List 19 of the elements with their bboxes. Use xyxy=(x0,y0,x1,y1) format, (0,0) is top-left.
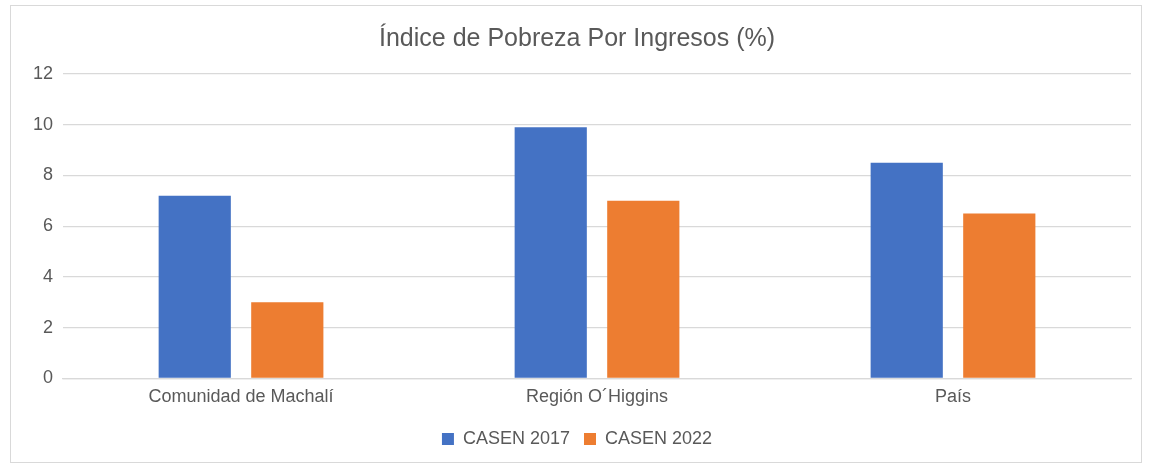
x-tick-label: País xyxy=(934,386,972,407)
x-tick-label: Región O´Higgins xyxy=(525,386,669,407)
legend-label: CASEN 2022 xyxy=(605,427,713,448)
bar xyxy=(514,127,587,378)
bar xyxy=(870,162,943,378)
y-tick-label: 0 xyxy=(43,367,54,388)
bar xyxy=(251,302,324,378)
y-tick-label: 4 xyxy=(43,265,54,286)
y-tick-label: 12 xyxy=(32,62,54,83)
bar xyxy=(158,195,231,378)
chart-title: Índice de Pobreza Por Ingresos (%) xyxy=(378,22,776,51)
y-tick-label: 8 xyxy=(43,164,54,185)
y-tick-label: 10 xyxy=(32,113,54,134)
bar xyxy=(963,213,1036,378)
y-tick-label: 2 xyxy=(43,316,54,337)
y-tick-label: 6 xyxy=(43,215,54,236)
legend-label: CASEN 2017 xyxy=(462,427,570,448)
x-tick-label: Comunidad de Machalí xyxy=(148,386,334,407)
bar xyxy=(607,200,680,378)
